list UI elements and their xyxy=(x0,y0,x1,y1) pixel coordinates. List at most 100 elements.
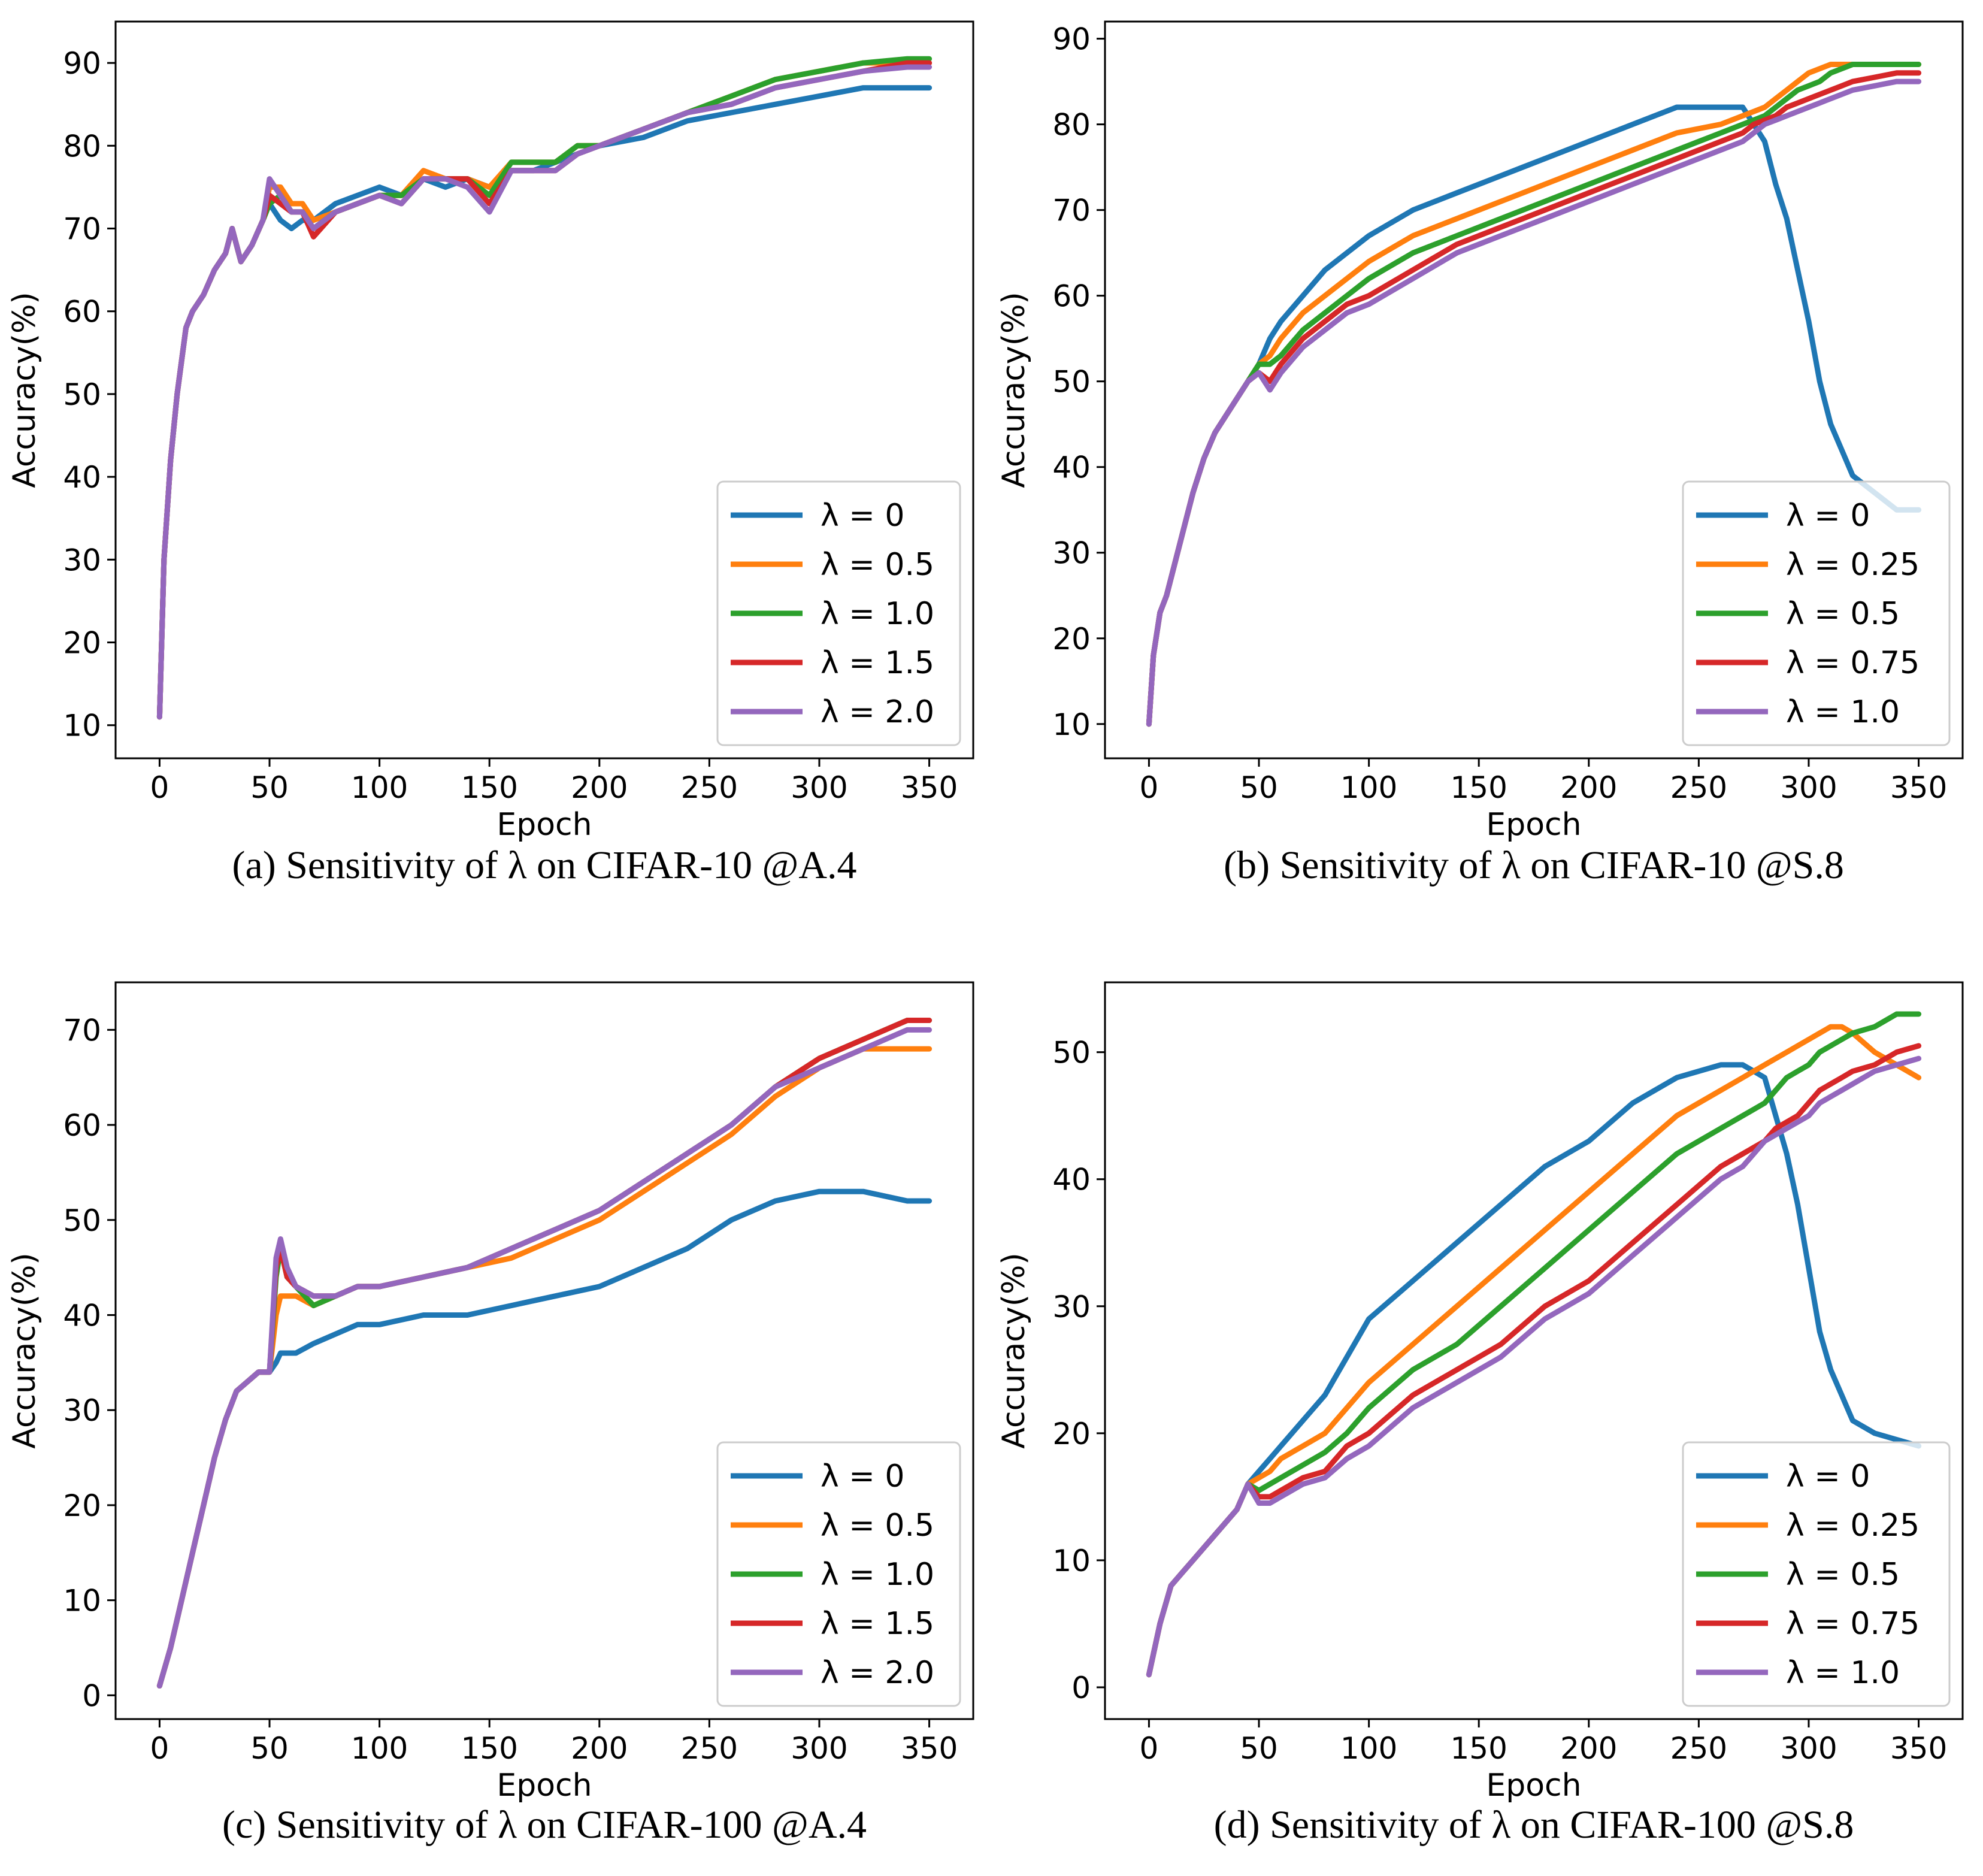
caption: (d) Sensitivity of λ on CIFAR-100 @S.8 xyxy=(1214,1803,1854,1847)
legend-label: λ = 1.5 xyxy=(821,645,934,681)
legend: λ = 0 λ = 0.25 λ = 0.5 λ = 0.75 λ = 1.0 xyxy=(1682,480,1951,746)
x-tick-label: 250 xyxy=(681,770,738,805)
x-tick-label: 300 xyxy=(791,770,847,805)
caption: (a) Sensitivity of λ on CIFAR-10 @A.4 xyxy=(232,843,856,887)
x-tick-label: 100 xyxy=(351,770,408,805)
caption: (c) Sensitivity of λ on CIFAR-100 @A.4 xyxy=(222,1803,867,1847)
legend-label: λ = 0.5 xyxy=(1786,596,1900,632)
y-tick-label: 50 xyxy=(63,1203,101,1238)
series-line-4 xyxy=(1146,78,1922,727)
legend-label: λ = 0.5 xyxy=(1786,1557,1900,1593)
legend-label: λ = 0.75 xyxy=(1786,645,1920,681)
y-tick-label: 10 xyxy=(63,709,101,743)
y-tick-label: 90 xyxy=(63,46,101,81)
x-tick-label: 300 xyxy=(1780,1731,1837,1766)
panel-a: 0 50 100 150 200 250 300 350 10 20 30 40 50 60 70 80 90 E… xyxy=(7,20,974,887)
x-axis-label: Epoch xyxy=(496,807,592,843)
legend-label: λ = 0.5 xyxy=(821,547,934,583)
y-tick-label: 40 xyxy=(63,1298,101,1333)
x-tick-label: 200 xyxy=(571,1731,628,1766)
y-tick-label: 0 xyxy=(1071,1671,1091,1705)
legend-label: λ = 0 xyxy=(821,1459,905,1494)
x-tick-label: 50 xyxy=(250,1731,289,1766)
x-tick-label: 250 xyxy=(1670,1731,1727,1766)
x-tick-label: 150 xyxy=(461,770,517,805)
y-tick-label: 30 xyxy=(1052,1290,1091,1324)
y-tick-label: 20 xyxy=(63,626,101,661)
y-tick-label: 50 xyxy=(63,377,101,412)
legend-box xyxy=(716,1441,961,1707)
x-tick-label: 150 xyxy=(461,1731,517,1766)
x-tick-label: 50 xyxy=(1240,1731,1278,1766)
y-tick-label: 10 xyxy=(63,1584,101,1618)
x-tick-label: 150 xyxy=(1450,770,1507,805)
x-tick-label: 350 xyxy=(1890,770,1947,805)
legend: λ = 0 λ = 0.5 λ = 1.0 λ = 1.5 λ = 2.0 xyxy=(716,1441,961,1707)
legend-label: λ = 1.0 xyxy=(1786,694,1900,730)
legend-label: λ = 1.0 xyxy=(1786,1655,1900,1691)
legend-label: λ = 2.0 xyxy=(821,1655,934,1691)
y-tick-label: 0 xyxy=(82,1678,101,1713)
x-tick-label: 150 xyxy=(1450,1731,1507,1766)
series-line-4 xyxy=(156,1027,933,1689)
panel-d: 0 50 100 150 200 250 300 350 0 10 20 30 40 50 Epoch Acc… xyxy=(996,981,1964,1847)
x-tick-label: 300 xyxy=(1780,770,1837,805)
x-tick-label: 200 xyxy=(1560,1731,1617,1766)
caption: (b) Sensitivity of λ on CIFAR-10 @S.8 xyxy=(1224,843,1844,887)
x-tick-label: 350 xyxy=(901,770,958,805)
y-tick-label: 40 xyxy=(63,460,101,495)
x-tick-label: 350 xyxy=(901,1731,958,1766)
x-tick-label: 0 xyxy=(150,1731,169,1766)
y-tick-label: 70 xyxy=(63,1013,101,1048)
y-tick-label: 40 xyxy=(1052,450,1091,485)
legend-label: λ = 2.0 xyxy=(821,694,934,730)
x-tick-label: 0 xyxy=(150,770,169,805)
y-axis-label: Accuracy(%) xyxy=(996,292,1032,488)
y-tick-label: 50 xyxy=(1052,1036,1091,1070)
y-tick-label: 30 xyxy=(63,1393,101,1428)
y-tick-label: 50 xyxy=(1052,365,1091,400)
y-tick-label: 10 xyxy=(1052,707,1091,742)
x-tick-label: 350 xyxy=(1890,1731,1947,1766)
x-tick-label: 100 xyxy=(351,1731,408,1766)
y-tick-label: 20 xyxy=(63,1488,101,1523)
series-group xyxy=(1146,1011,1922,1678)
x-tick-label: 200 xyxy=(571,770,628,805)
series-line-4 xyxy=(1146,1055,1922,1678)
y-tick-label: 60 xyxy=(63,295,101,329)
legend-label: λ = 1.5 xyxy=(821,1606,934,1642)
y-tick-label: 90 xyxy=(1052,22,1091,57)
y-tick-label: 60 xyxy=(1052,279,1091,314)
legend-label: λ = 0.75 xyxy=(1786,1606,1920,1642)
y-tick-label: 70 xyxy=(63,212,101,247)
x-tick-label: 0 xyxy=(1140,770,1159,805)
y-axis-label: Accuracy(%) xyxy=(7,292,43,488)
x-tick-label: 250 xyxy=(1670,770,1727,805)
series-group xyxy=(156,56,933,720)
y-tick-label: 20 xyxy=(1052,622,1091,656)
series-group xyxy=(1146,62,1922,727)
y-tick-label: 30 xyxy=(1052,536,1091,571)
panel-b: 0 50 100 150 200 250 300 350 10 20 30 40 50 60 70 80 90 E… xyxy=(996,20,1964,887)
y-tick-label: 20 xyxy=(1052,1417,1091,1451)
legend-label: λ = 0 xyxy=(1786,498,1870,534)
x-tick-label: 100 xyxy=(1340,1731,1397,1766)
legend-label: λ = 0 xyxy=(821,498,905,534)
x-axis-label: Epoch xyxy=(496,1768,592,1804)
legend: λ = 0 λ = 0.5 λ = 1.0 λ = 1.5 λ = 2.0 xyxy=(716,480,961,746)
series-group xyxy=(156,1018,933,1689)
y-tick-label: 60 xyxy=(63,1108,101,1143)
legend-box xyxy=(716,480,961,746)
y-tick-label: 80 xyxy=(63,129,101,164)
y-tick-label: 70 xyxy=(1052,193,1091,228)
x-tick-label: 300 xyxy=(791,1731,847,1766)
panel-c: 0 50 100 150 200 250 300 350 0 10 20 30 40 50 60 70 Epoc… xyxy=(7,981,974,1847)
x-tick-label: 0 xyxy=(1140,1731,1159,1766)
legend-box xyxy=(1682,480,1951,746)
y-tick-label: 30 xyxy=(63,543,101,577)
x-tick-label: 250 xyxy=(681,1731,738,1766)
x-tick-label: 50 xyxy=(250,770,289,805)
y-axis-label: Accuracy(%) xyxy=(996,1252,1032,1448)
x-tick-label: 200 xyxy=(1560,770,1617,805)
